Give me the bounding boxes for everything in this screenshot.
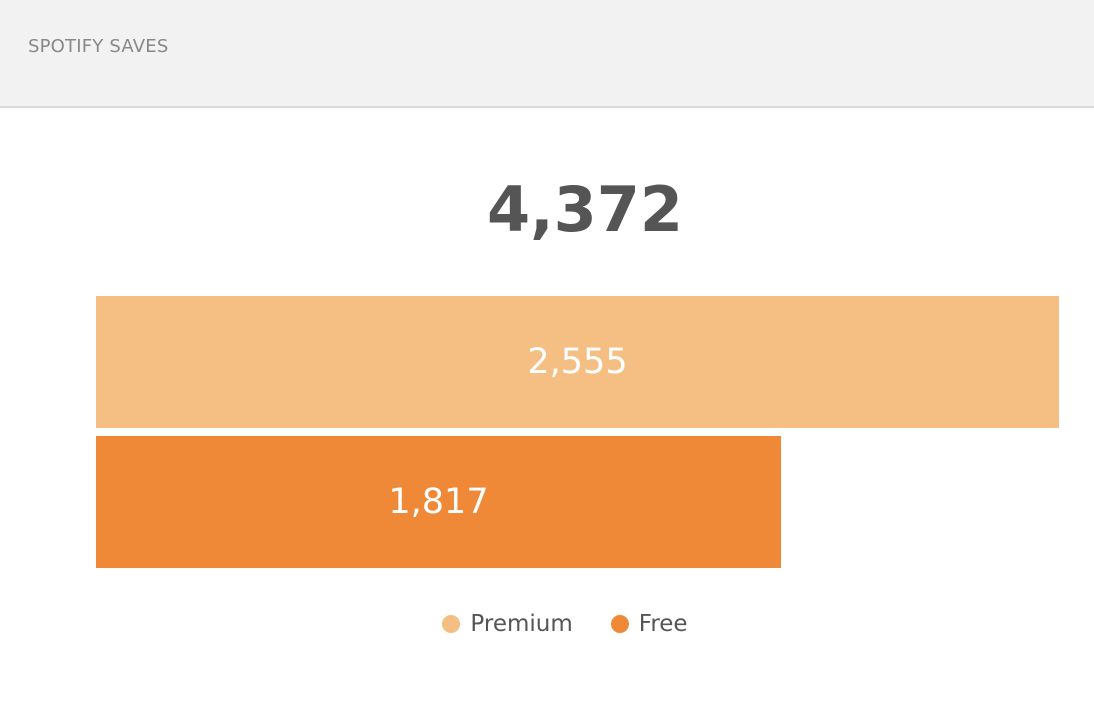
- bar-chart: 2,555 1,817: [96, 296, 1059, 568]
- legend-swatch-free: [610, 615, 629, 633]
- chart-legend: Premium Free: [0, 606, 1094, 642]
- bar-value-label-premium: 2,555: [527, 342, 628, 382]
- bar-value-label-free: 1,817: [388, 482, 489, 522]
- bar-premium: 2,555: [96, 296, 1059, 428]
- legend-item-premium[interactable]: Premium: [442, 606, 573, 642]
- widget-title: SPOTIFY SAVES: [28, 36, 169, 57]
- legend-label-free: Free: [638, 611, 688, 637]
- total-value: 4,372: [486, 173, 684, 246]
- bar-free: 1,817: [96, 436, 781, 568]
- widget-header: SPOTIFY SAVES: [0, 0, 1094, 108]
- legend-label-premium: Premium: [470, 611, 573, 637]
- legend-item-free[interactable]: Free: [610, 606, 688, 642]
- legend-swatch-premium: [442, 615, 461, 633]
